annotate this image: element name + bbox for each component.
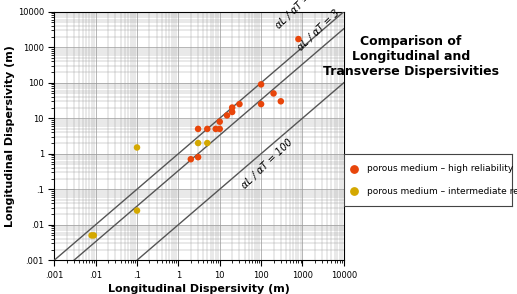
Point (203, 141, 211, 146)
Point (194, 155, 202, 160)
Point (87, 233, 96, 238)
Point (194, 141, 202, 146)
Text: porous medium – high reliability: porous medium – high reliability (367, 164, 513, 173)
Point (216, 119, 224, 124)
Point (228, 110, 236, 114)
Point (257, 102, 265, 106)
Point (216, 126, 224, 131)
Point (235, 102, 244, 106)
Point (277, 99, 285, 104)
Point (187, 157, 195, 162)
X-axis label: Longitudinal Dispersivity (m): Longitudinal Dispersivity (m) (108, 284, 290, 294)
Text: αL / αT = 3: αL / αT = 3 (296, 8, 342, 53)
Point (133, 145, 141, 150)
Point (257, 82, 265, 87)
Y-axis label: Longitudinal Dispersivity (m): Longitudinal Dispersivity (m) (5, 45, 15, 227)
Point (223, 113, 231, 118)
Point (211, 126, 220, 131)
Point (349, 166, 358, 171)
Text: porous medium – intermediate reliability: porous medium – intermediate reliability (367, 187, 517, 196)
Point (294, 37, 302, 41)
Point (133, 208, 141, 213)
Text: Comparison of
Longitudinal and
Transverse Dispersivities: Comparison of Longitudinal and Transvers… (323, 35, 499, 78)
Point (203, 126, 211, 131)
Text: αL / αT = 100: αL / αT = 100 (239, 137, 294, 191)
Point (228, 105, 236, 110)
Text: αL / αT = 1: αL / αT = 1 (273, 0, 320, 30)
Point (194, 126, 202, 131)
Point (349, 189, 358, 194)
Point (89, 233, 98, 238)
Point (269, 91, 278, 96)
